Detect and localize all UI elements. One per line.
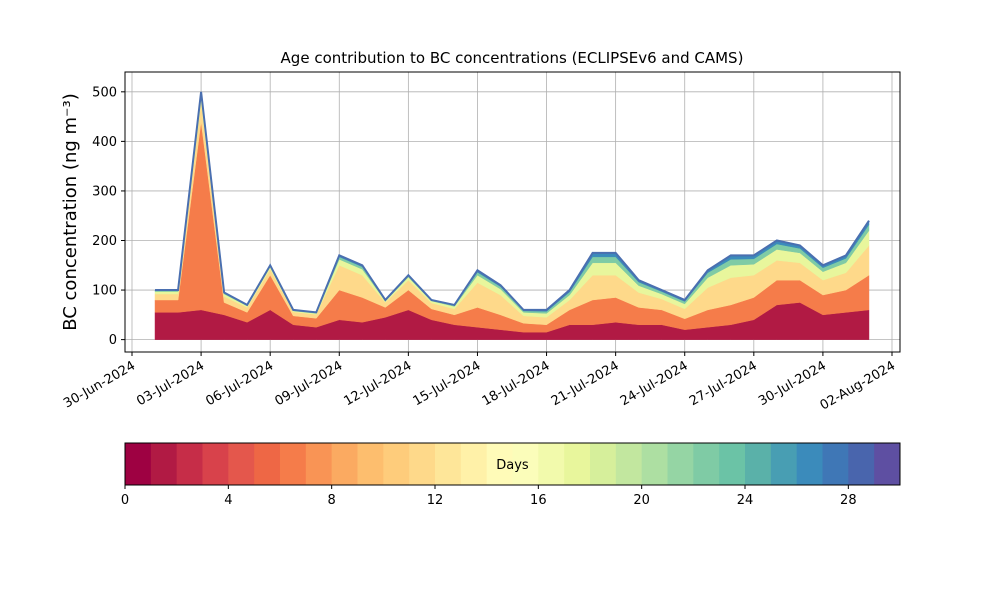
colorbar-swatch [150,443,178,485]
x-tick-label: 27-Jul-2024 [687,358,760,409]
colorbar-tick-label: 24 [737,493,754,508]
colorbar-swatch [254,443,281,485]
colorbar-swatch [228,443,255,485]
colorbar-swatch [125,443,152,485]
total-line [155,91,870,314]
colorbar-swatch [512,443,539,485]
plot-frame [124,71,901,353]
colorbar-swatch [280,443,307,485]
colorbar-swatch [202,443,229,485]
y-tick-label: 300 [92,184,117,199]
colorbar-tick-label: 8 [328,493,336,508]
y-tick-label: 200 [92,234,117,249]
x-tick-label: 30-Jun-2024 [61,358,138,411]
colorbar-swatch [176,443,203,485]
colorbar-swatch [770,443,798,485]
x-tick-label: 03-Jul-2024 [134,358,207,409]
colorbar-tick-label: 0 [121,493,129,508]
colorbar-swatch [745,443,772,485]
colorbar-swatch [357,443,384,485]
x-tick-label: 24-Jul-2024 [618,358,691,409]
colorbar-swatch [615,443,643,485]
x-tick-label: 09-Jul-2024 [272,358,345,409]
colorbar-swatch [641,443,668,485]
y-axis-label: BC concentration (ng m⁻³) [60,93,81,331]
y-tick-label: 400 [92,135,117,150]
y-tick-label: 0 [109,333,117,348]
colorbar-swatch [331,443,358,485]
colorbar: Days 0 4 8 12 16 20 24 28 [121,442,901,508]
plot-area [125,72,900,352]
colorbar-swatch [460,443,488,485]
colorbar-swatch [822,443,849,485]
y-tick-label: 100 [92,284,117,299]
colorbar-swatch [538,443,565,485]
chart-title: Age contribution to BC concentrations (E… [281,49,744,67]
colorbar-tick-label: 16 [530,493,547,508]
colorbar-tick-label: 12 [427,493,444,508]
colorbar-swatch [874,443,901,485]
colorbar-tick-label: 4 [224,493,232,508]
colorbar-swatch [435,443,462,485]
colorbar-frame [124,442,901,486]
colorbar-swatch [667,443,694,485]
colorbar-swatch [796,443,823,485]
colorbar-tick-label: 28 [840,493,857,508]
colorbar-label: Days [496,458,529,473]
colorbar-swatch [848,443,875,485]
colorbar-tick-label: 20 [633,493,650,508]
x-tick-label: 21-Jul-2024 [549,358,622,409]
colorbar-swatch [383,443,410,485]
y-tick-label: 500 [92,85,117,100]
x-tick-label: 18-Jul-2024 [480,358,553,409]
colorbar-swatch [564,443,591,485]
colorbar-swatch [719,443,746,485]
x-tick-label: 02-Aug-2024 [818,358,898,413]
x-tick-label: 12-Jul-2024 [342,358,415,409]
colorbar-swatch [486,443,513,485]
colorbar-swatch [305,443,333,485]
colorbar-swatch [693,443,720,485]
colorbar-swatch [409,443,436,485]
colorbar-swatch [590,443,617,485]
x-tick-label: 15-Jul-2024 [411,358,484,409]
x-tick-label: 06-Jul-2024 [203,358,276,409]
